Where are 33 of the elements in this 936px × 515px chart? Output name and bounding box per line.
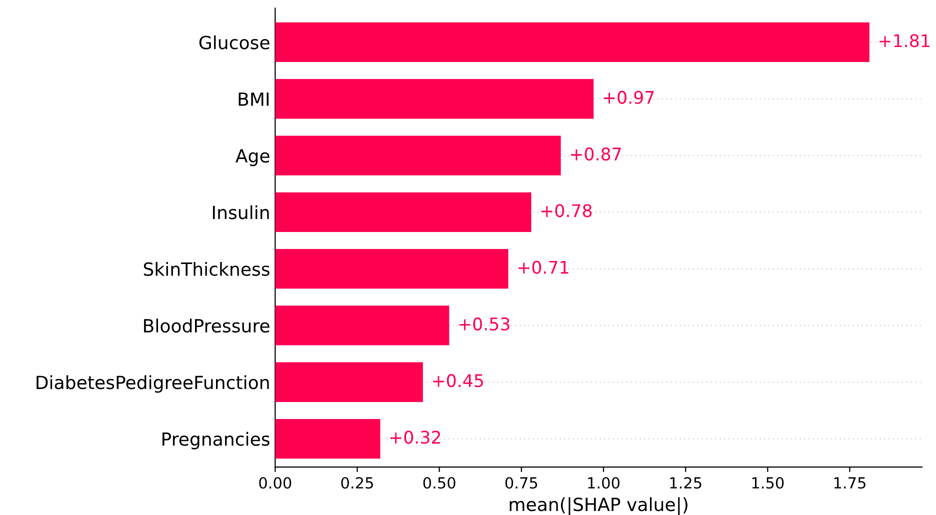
bar: [275, 79, 594, 119]
x-tick-label: 1.00: [588, 477, 620, 489]
data-label: +0.97: [604, 90, 654, 104]
bar: [275, 136, 561, 176]
data-label: +0.71: [518, 260, 568, 274]
x-axis-title: mean(|SHAP value|): [510, 497, 688, 515]
x-tick-label: 1.25: [670, 477, 702, 489]
x-tick-label: 0.25: [341, 477, 373, 489]
x-tick-label: 1.75: [834, 477, 866, 489]
data-label: +0.32: [390, 430, 440, 444]
x-tick-label: 0.50: [423, 477, 456, 489]
data-label: +0.53: [459, 317, 510, 331]
data-label: +1.81: [880, 34, 930, 48]
data-label: +0.78: [541, 204, 592, 218]
bar: [275, 249, 508, 289]
data-label: +0.87: [570, 147, 621, 161]
y-tick-label: Insulin: [213, 205, 269, 220]
bar: [275, 306, 450, 346]
x-tick-label: 0.75: [505, 477, 538, 489]
y-tick-label: Age: [236, 149, 270, 166]
bar: [275, 22, 870, 62]
x-tick-label: 0.00: [259, 477, 292, 489]
y-tick-label: BloodPressure: [144, 318, 270, 333]
data-label: +0.45: [433, 374, 483, 388]
x-tick-label: 1.50: [752, 477, 784, 489]
y-tick-label: BMI: [238, 92, 269, 106]
bar: [275, 418, 380, 459]
bar: [275, 362, 423, 402]
y-tick-label: DiabetesPedigreeFunction: [36, 375, 269, 393]
y-tick-label: SkinThickness: [144, 262, 270, 276]
y-tick-label: Glucose: [199, 35, 270, 50]
y-tick-label: Pregnancies: [162, 432, 270, 450]
bar: [275, 192, 532, 232]
